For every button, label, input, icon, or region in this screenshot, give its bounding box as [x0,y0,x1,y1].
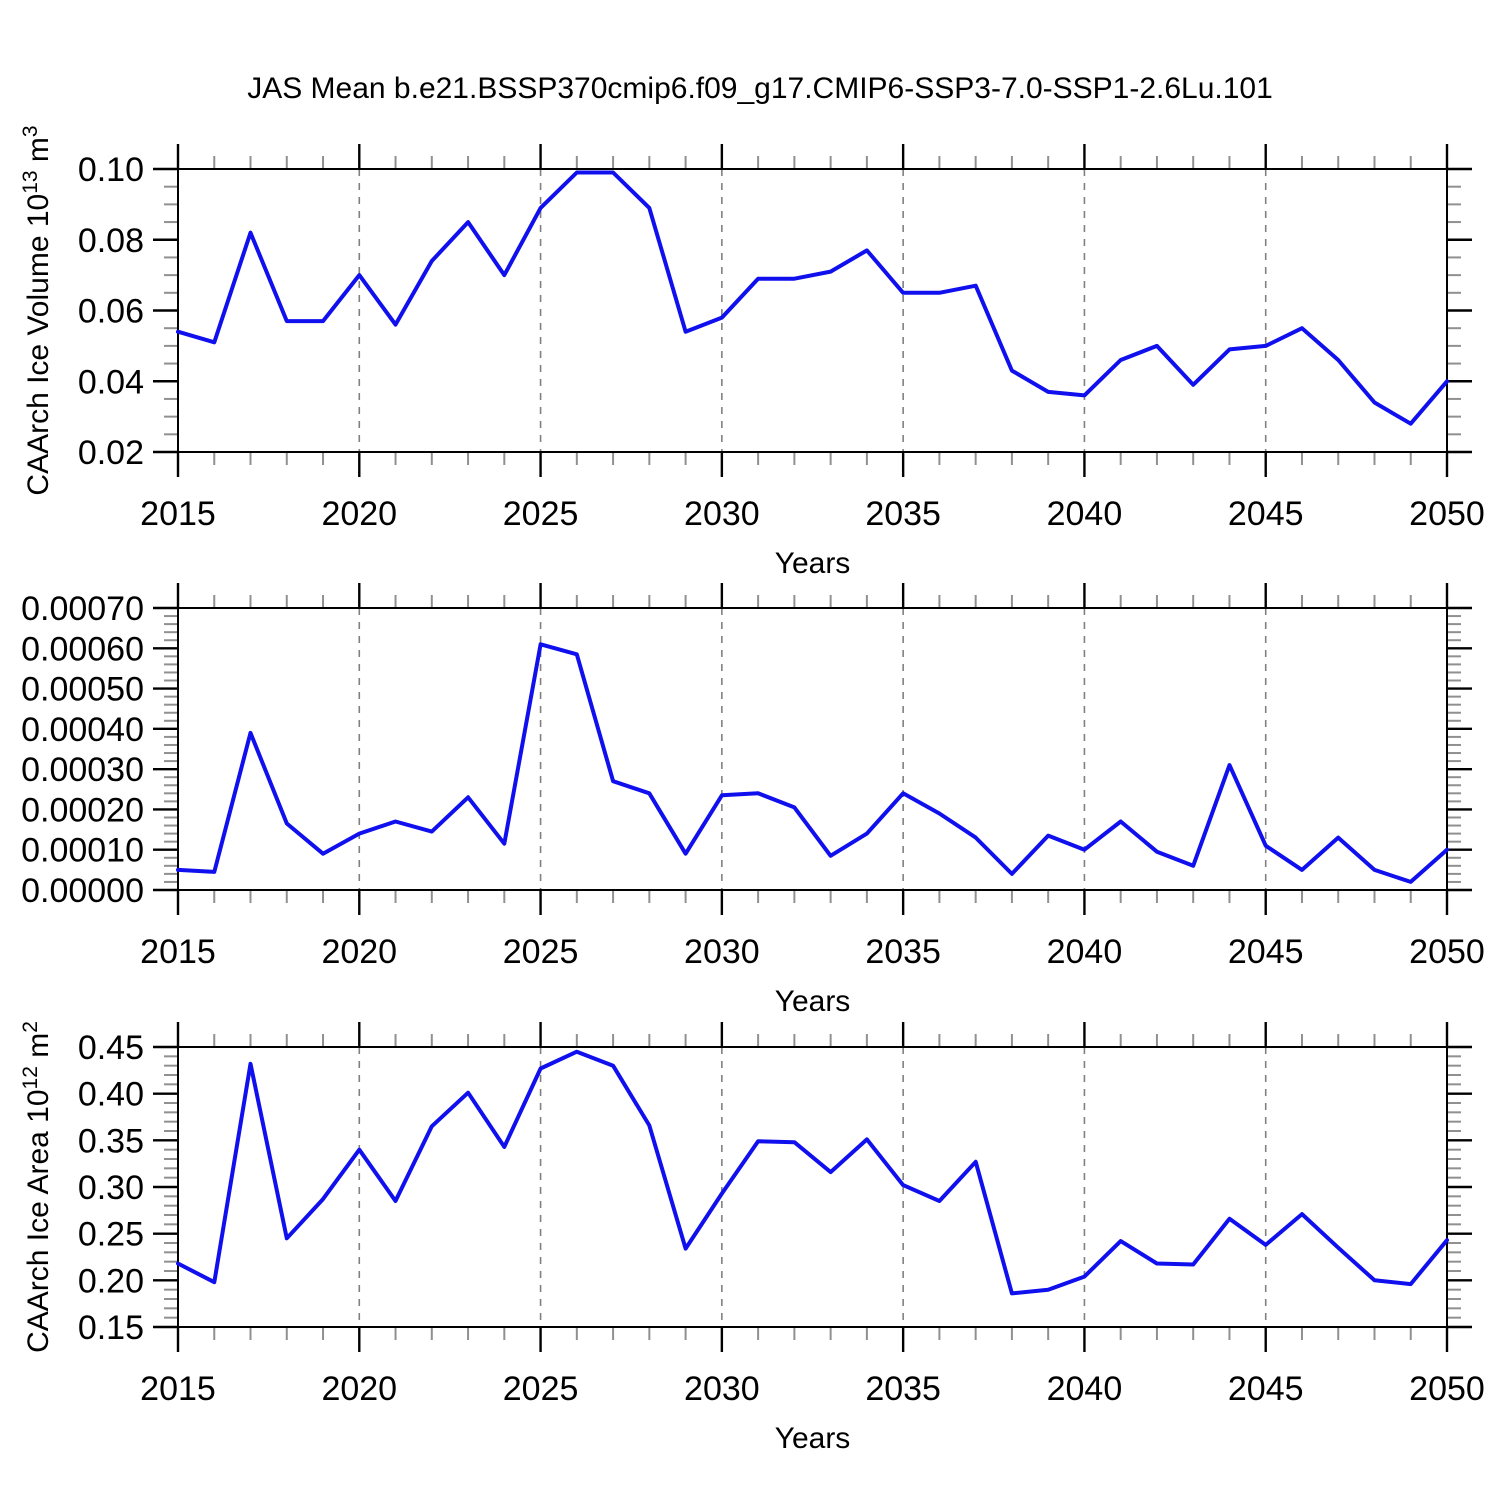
y-axis-tick-label: 0.40 [78,1076,144,1114]
x-axis-tick-label: 2015 [140,495,216,533]
panel-middle: 2015 2020 2025 2030 2035 2040 2045 20500.000000… [21,583,1485,1018]
x-axis-tick-label: 2035 [865,933,941,971]
y-axis-tick-label: 0.30 [78,1169,144,1207]
y-axis-tick-label: 0.15 [78,1309,144,1347]
x-axis-tick-label: 2050 [1409,933,1485,971]
x-axis-title: Years [775,1422,851,1455]
x-axis-tick-label: 2045 [1228,933,1304,971]
x-axis-tick-label: 2040 [1047,1370,1123,1408]
x-axis-tick-label: 2030 [684,933,760,971]
y-axis-tick-label: 0.06 [78,293,144,331]
y-axis-tick-label: 0.20 [78,1262,144,1300]
x-axis-tick-label: 2015 [140,1370,216,1408]
axis-frame [177,607,1448,891]
y-axis-tick-label: 0.35 [78,1122,144,1160]
data-line [176,1049,1449,1296]
data-line [176,642,1449,884]
y-axis-tick-label: 0.04 [78,363,144,401]
x-axis-title: Years [775,985,851,1018]
y-axis-tick-label: 0.00070 [21,590,144,628]
x-axis-tick-label: 2035 [865,495,941,533]
x-axis-tick-label: 2015 [140,933,216,971]
y-axis-tick-label: 0.00060 [21,630,144,668]
panel-ice-volume: 2015 2020 2025 2030 2035 2040 2045 2050 0.02 0.04… [19,125,1485,580]
y-axis-tick-label: 0.00000 [21,872,144,910]
y-axis-title: CAArch Ice Area 1012 m2 [19,1021,55,1353]
x-axis-tick-label: 2050 [1409,495,1485,533]
x-axis-tick-label: 2050 [1409,1370,1485,1408]
x-axis-tick-label: 2025 [503,495,579,533]
x-axis-tick-label: 2030 [684,1370,760,1408]
y-axis-tick-label: 0.00030 [21,751,144,789]
x-axis-tick-label: 2020 [321,933,397,971]
x-axis-title: Years [775,547,851,580]
x-axis-tick-label: 2045 [1228,1370,1304,1408]
y-axis-tick-label: 0.00020 [21,791,144,829]
data-line [176,170,1449,426]
axis-frame [177,168,1448,453]
x-axis-tick-label: 2035 [865,1370,941,1408]
y-axis-tick-label: 0.45 [78,1029,144,1067]
x-axis-tick-label: 2020 [321,1370,397,1408]
x-axis-tick-label: 2030 [684,495,760,533]
x-axis-tick-label: 2040 [1047,933,1123,971]
y-axis-title: CAArch Ice Volume 1013 m3 [19,125,55,495]
x-axis-tick-label: 2040 [1047,495,1123,533]
x-axis-tick-label: 2025 [503,1370,579,1408]
x-axis-tick-label: 2020 [321,495,397,533]
x-axis-tick-label: 2025 [503,933,579,971]
axis-frame [177,1046,1448,1328]
y-axis-tick-label: 0.00050 [21,671,144,709]
y-axis-tick-label: 0.25 [78,1216,144,1254]
y-axis-tick-label: 0.00010 [21,832,144,870]
y-axis-tick-label: 0.08 [78,222,144,260]
x-axis-tick-label: 2045 [1228,495,1304,533]
y-axis-tick-label: 0.00040 [21,711,144,749]
y-axis-tick-label: 0.02 [78,434,144,472]
chart-title: JAS Mean b.e21.BSSP370cmip6.f09_g17.CMIP… [247,72,1273,105]
panel-ice-area: 2015 2020 2025 2030 2035 2040 2045 2050 0.15 0.20… [19,1021,1485,1455]
y-axis-tick-label: 0.10 [78,151,144,189]
